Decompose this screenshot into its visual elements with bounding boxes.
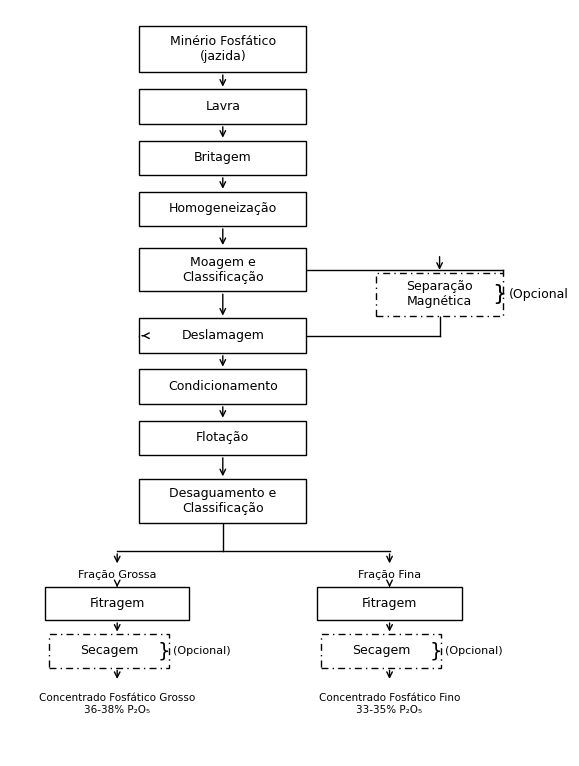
Text: Concentrado Fosfático Grosso
36-38% P₂O₅: Concentrado Fosfático Grosso 36-38% P₂O₅	[39, 693, 195, 715]
FancyBboxPatch shape	[140, 479, 306, 522]
Text: Britagem: Britagem	[194, 152, 252, 164]
FancyBboxPatch shape	[140, 140, 306, 175]
Text: Fitragem: Fitragem	[362, 597, 417, 611]
FancyBboxPatch shape	[49, 634, 168, 667]
FancyBboxPatch shape	[140, 192, 306, 226]
FancyBboxPatch shape	[376, 273, 504, 316]
Text: Fração Fina: Fração Fina	[358, 570, 421, 580]
Text: Lavra: Lavra	[206, 100, 240, 113]
Text: (Opcional): (Opcional)	[173, 646, 230, 656]
Text: }: }	[157, 641, 170, 660]
Text: Deslamagem: Deslamagem	[181, 329, 264, 342]
Text: Fração Grossa: Fração Grossa	[78, 570, 156, 580]
Text: Minério Fosfático
(jazida): Minério Fosfático (jazida)	[170, 35, 276, 63]
Text: Homogeneização: Homogeneização	[168, 202, 277, 215]
FancyBboxPatch shape	[140, 319, 306, 353]
Text: }: }	[492, 284, 506, 304]
FancyBboxPatch shape	[140, 90, 306, 124]
Text: Secagem: Secagem	[352, 644, 411, 657]
FancyBboxPatch shape	[321, 634, 441, 667]
Text: (Opcional: (Opcional	[509, 288, 569, 301]
FancyBboxPatch shape	[140, 421, 306, 455]
FancyBboxPatch shape	[140, 369, 306, 404]
FancyBboxPatch shape	[140, 26, 306, 72]
Text: Flotação: Flotação	[196, 431, 250, 444]
Text: Concentrado Fosfático Fino
33-35% P₂O₅: Concentrado Fosfático Fino 33-35% P₂O₅	[319, 693, 460, 715]
Text: Condicionamento: Condicionamento	[168, 380, 278, 393]
FancyBboxPatch shape	[45, 588, 189, 620]
Text: Fitragem: Fitragem	[90, 597, 145, 611]
Text: Separação
Magnética: Separação Magnética	[406, 280, 473, 309]
Text: }: }	[430, 641, 442, 660]
Text: Secagem: Secagem	[80, 644, 138, 657]
Text: Desaguamento e
Classificação: Desaguamento e Classificação	[169, 487, 276, 515]
FancyBboxPatch shape	[140, 248, 306, 291]
Text: Moagem e
Classificação: Moagem e Classificação	[182, 256, 263, 283]
Text: (Opcional): (Opcional)	[445, 646, 503, 656]
FancyBboxPatch shape	[317, 588, 462, 620]
